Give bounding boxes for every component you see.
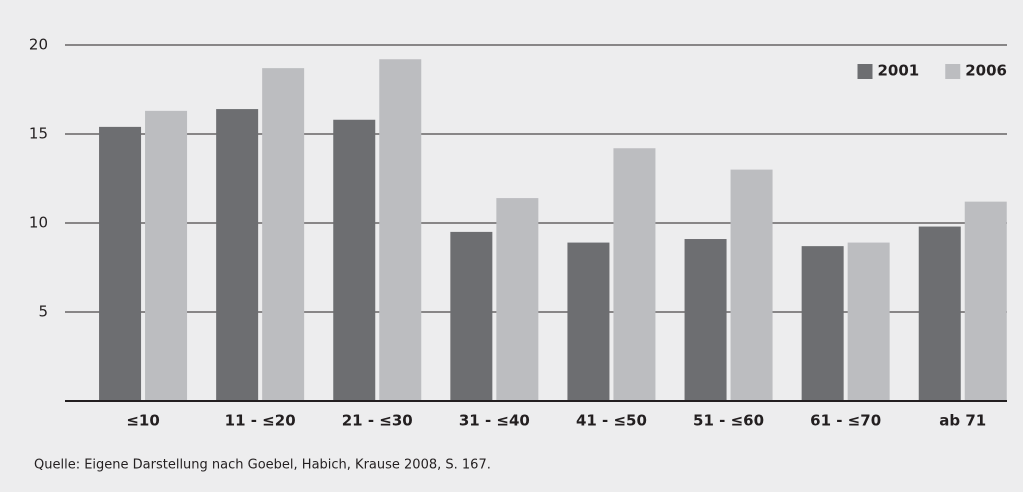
bar [496,198,539,401]
x-tick-label: ≤10 [126,412,159,430]
bar [684,239,727,401]
x-tick-label: 61 - ≤70 [810,412,881,430]
bar [379,59,422,402]
bar [801,246,844,401]
legend-swatch [857,64,873,79]
bar [918,226,961,401]
bar [333,119,376,401]
bar [145,110,188,402]
bar [730,169,773,401]
legend-label: 2001 [878,62,920,80]
source-note: Quelle: Eigene Darstellung nach Goebel, … [34,458,491,473]
bar [567,242,610,401]
y-tick-label: 10 [29,214,48,232]
bar [99,126,142,401]
bar [450,231,493,401]
x-tick-label: 11 - ≤20 [225,412,296,430]
y-tick-label: 5 [38,303,48,321]
legend-swatch [945,64,961,79]
x-tick-label: 51 - ≤60 [693,412,764,430]
x-tick-label: 21 - ≤30 [342,412,413,430]
y-tick-label: 15 [29,125,48,143]
legend-label: 2006 [965,62,1007,80]
x-tick-label: 31 - ≤40 [459,412,530,430]
x-tick-label: 41 - ≤50 [576,412,647,430]
bar [262,68,305,401]
x-tick-label: ab 71 [939,412,986,430]
bar [613,148,656,401]
bar [847,242,890,401]
y-tick-label: 20 [29,36,48,54]
bar [964,201,1007,401]
bar [216,109,259,401]
